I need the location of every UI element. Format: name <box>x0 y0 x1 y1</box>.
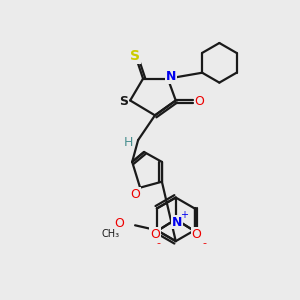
Text: +: + <box>180 210 188 220</box>
Text: N: N <box>166 70 176 83</box>
Text: S: S <box>130 49 140 63</box>
Text: O: O <box>195 95 205 108</box>
Text: O: O <box>130 188 140 201</box>
Text: O: O <box>192 228 202 241</box>
Text: S: S <box>119 95 128 108</box>
Text: O: O <box>150 228 160 241</box>
Text: -: - <box>157 238 161 248</box>
Text: O: O <box>114 217 124 230</box>
Text: CH₃: CH₃ <box>101 229 119 239</box>
Text: -: - <box>202 238 206 248</box>
Text: N: N <box>172 216 182 229</box>
Text: H: H <box>124 136 133 148</box>
